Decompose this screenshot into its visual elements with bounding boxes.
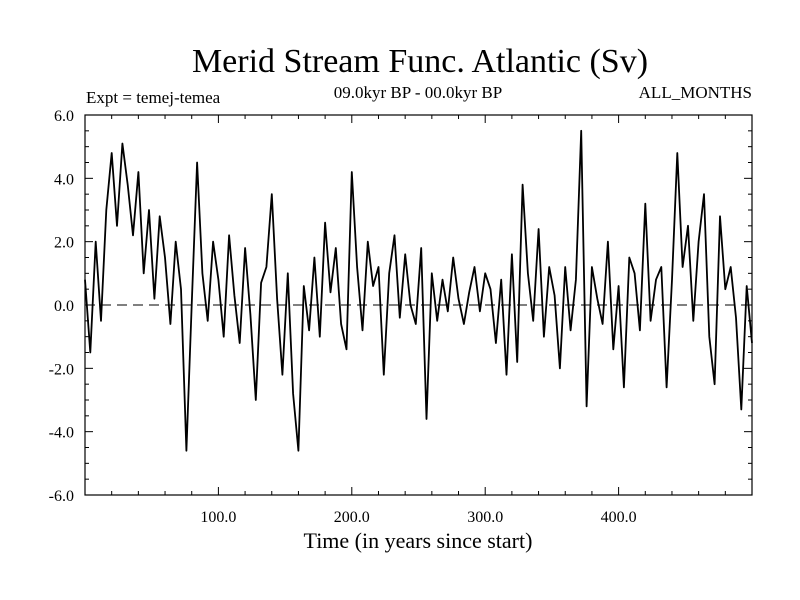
y-tick-label: -6.0	[49, 488, 74, 505]
y-tick-label: -2.0	[49, 361, 74, 378]
chart-title: Merid Stream Func. Atlantic (Sv)	[192, 43, 648, 80]
chart-subtitle: 09.0kyr BP - 00.0kyr BP	[334, 83, 502, 102]
y-tick-label: -4.0	[49, 425, 74, 442]
tick-labels-layer: 100.0 200.0 300.0 400.0 -6.0 -4.0 -2.0 0.0 2.0 4.…	[49, 108, 637, 526]
experiment-label: Expt = temej-temea	[86, 88, 221, 107]
x-axis-label: Time (in years since start)	[304, 528, 533, 553]
plot-frame	[84, 114, 753, 496]
y-tick-label: 6.0	[54, 108, 74, 125]
y-tick-label: 4.0	[54, 171, 74, 188]
x-tick-label: 400.0	[601, 509, 637, 526]
season-label: ALL_MONTHS	[639, 83, 752, 102]
y-tick-label: 2.0	[54, 235, 74, 252]
x-tick-label: 100.0	[200, 509, 236, 526]
series-line	[84, 129, 753, 452]
x-tick-label: 200.0	[334, 509, 370, 526]
x-tick-label: 300.0	[467, 509, 503, 526]
series-layer	[84, 129, 753, 452]
y-tick-label: 0.0	[54, 298, 74, 315]
